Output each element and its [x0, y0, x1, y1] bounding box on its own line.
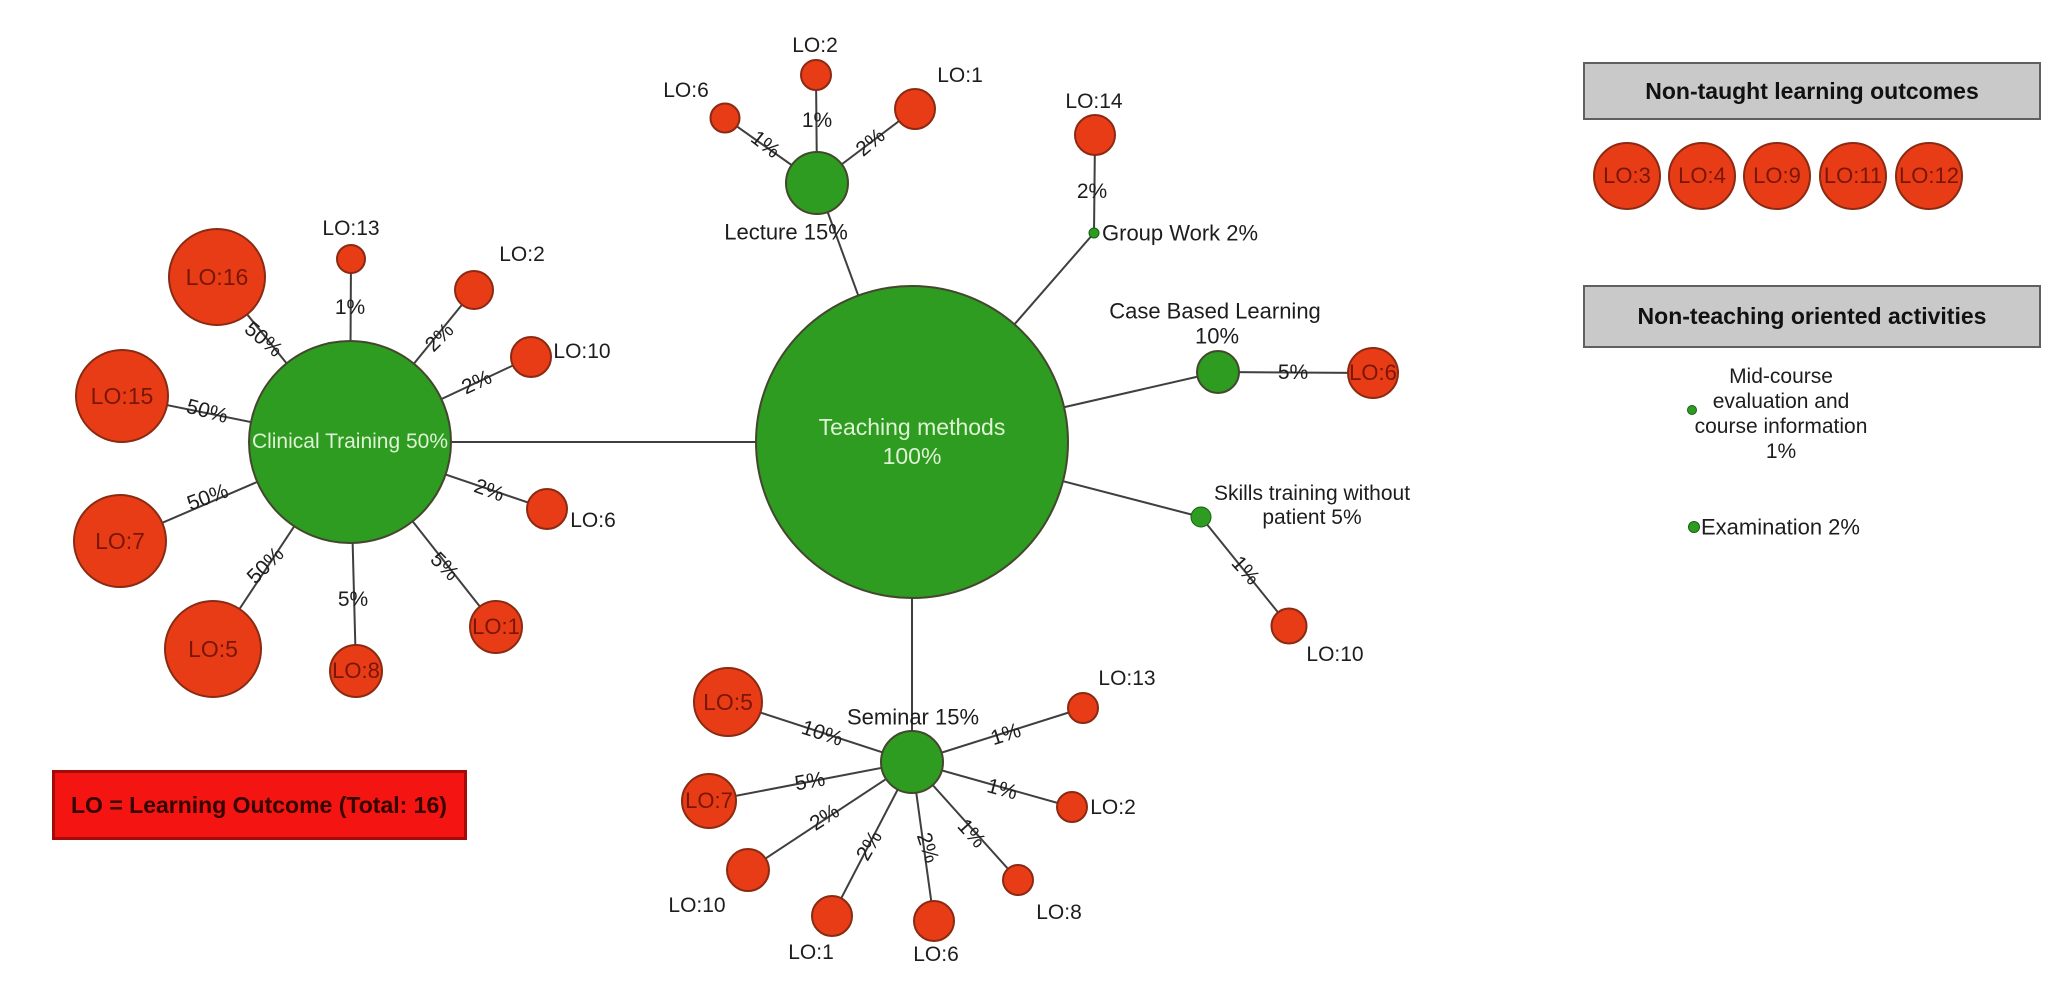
clinical-lo13-pct: 1% [334, 295, 366, 319]
mid-course-line4: 1% [1765, 440, 1797, 463]
skills-training-label: Skills training without patient 5% [1214, 482, 1410, 530]
lecture-lo6-label: LO:6 [663, 78, 709, 102]
clinical-lo13-node [336, 244, 366, 274]
seminar-lo8-node [1002, 864, 1034, 896]
casebased-lo6-pct: 5% [1277, 360, 1309, 384]
legend-lo11-label: LO:11 [1823, 163, 1883, 188]
legend-lo3-node: LO:3 [1593, 142, 1661, 210]
lecture-label: Lecture 15% [724, 219, 848, 245]
legend-lo9-label: LO:9 [1753, 163, 1801, 188]
seminar-node [880, 730, 944, 794]
examination-label: Examination 2% [1701, 514, 1860, 540]
seminar-lo1-label: LO:1 [788, 940, 834, 964]
clinical-lo7-node: LO:7 [73, 494, 167, 588]
legend-lo4-node: LO:4 [1668, 142, 1736, 210]
groupwork-lo14-pct: 2% [1076, 179, 1108, 203]
legend-activities-header: Non-teaching oriented activities [1583, 285, 2041, 348]
seminar-lo6-label: LO:6 [913, 942, 959, 966]
clinical-lo2-label: LO:2 [499, 242, 545, 266]
seminar-lo10-node [726, 848, 770, 892]
clinical-lo6-label: LO:6 [570, 508, 616, 532]
seminar-lo13-node [1067, 692, 1099, 724]
seminar-lo7-label: LO:7 [685, 788, 733, 813]
legend-lo9-node: LO:9 [1743, 142, 1811, 210]
legend-lo12-node: LO:12 [1895, 142, 1963, 210]
clinical-training-label: Clinical Training 50% [251, 430, 449, 453]
seminar-lo1-node [811, 895, 853, 937]
legend-lo3-label: LO:3 [1603, 163, 1651, 188]
clinical-lo16-label: LO:16 [185, 263, 249, 290]
clinical-lo8-label: LO:8 [332, 658, 380, 683]
clinical-lo10-label: LO:10 [553, 339, 611, 363]
legend-lo11-node: LO:11 [1819, 142, 1887, 210]
seminar-label: Seminar 15% [846, 704, 980, 730]
clinical-lo13-label: LO:13 [322, 216, 380, 240]
seminar-lo6-node [913, 900, 955, 942]
lecture-lo6-node [709, 102, 741, 134]
teaching-methods-pct: 100% [882, 443, 942, 469]
lecture-lo2-label: LO:2 [792, 33, 838, 57]
case-based-learning-node [1196, 350, 1240, 394]
clinical-lo8-node: LO:8 [329, 644, 383, 698]
clinical-lo16-node: LO:16 [168, 228, 266, 326]
clinical-lo8-pct: 5% [337, 587, 369, 611]
clinical-lo10-node [510, 336, 552, 378]
note-box: LO = Learning Outcome (Total: 16) [52, 770, 467, 840]
clinical-lo15-node: LO:15 [75, 349, 169, 443]
group-work-node [1088, 227, 1100, 239]
legend-non-taught-header: Non-taught learning outcomes [1583, 62, 2041, 120]
lecture-lo1-node [894, 88, 936, 130]
clinical-lo5-label: LO:5 [188, 635, 238, 662]
case-based-learning-pct: 10% [1194, 323, 1240, 349]
lecture-lo1-label: LO:1 [937, 63, 983, 87]
clinical-training-node: Clinical Training 50% [248, 340, 452, 544]
clinical-lo2-node [454, 270, 494, 310]
skills-training-label-line1: Skills training without [1213, 481, 1411, 505]
teaching-methods-title: Teaching methods [818, 414, 1006, 441]
note-box-text: LO = Learning Outcome (Total: 16) [71, 791, 447, 818]
lecture-node [785, 151, 849, 215]
seminar-lo5-node: LO:5 [693, 667, 763, 737]
mid-course-line1: Mid-course [1729, 365, 1833, 388]
clinical-lo1-node: LO:1 [469, 600, 523, 654]
skills-training-label-line2: patient 5% [1262, 506, 1362, 529]
legend-lo4-label: LO:4 [1678, 163, 1726, 188]
clinical-lo5-node: LO:5 [164, 600, 262, 698]
legend-activities-title: Non-teaching oriented activities [1637, 303, 1987, 329]
seminar-lo8-label: LO:8 [1036, 900, 1082, 924]
clinical-lo6-node [526, 488, 568, 530]
lecture-lo2-node [800, 59, 832, 91]
lecture-lo2-pct: 1% [801, 108, 833, 132]
skills-lo10-label: LO:10 [1306, 642, 1364, 666]
legend-lo12-label: LO:12 [1899, 163, 1959, 188]
seminar-lo5-label: LO:5 [703, 688, 753, 715]
mid-course-line2: evaluation and [1712, 390, 1850, 413]
teaching-methods-node: Teaching methods 100% [755, 285, 1069, 599]
clinical-lo1-label: LO:1 [472, 614, 520, 639]
group-work-label: Group Work 2% [1102, 220, 1259, 246]
groupwork-lo14-label: LO:14 [1065, 89, 1123, 113]
mid-course-label: Mid-course evaluation and course informa… [1695, 364, 1868, 464]
clinical-lo15-label: LO:15 [90, 382, 154, 409]
mid-course-dot [1687, 405, 1697, 415]
seminar-lo2-label: LO:2 [1090, 795, 1136, 819]
teaching-methods-label: Teaching methods 100% [819, 413, 1006, 471]
examination-dot [1688, 521, 1700, 533]
seminar-lo13-label: LO:13 [1098, 666, 1156, 690]
mid-course-line3: course information [1694, 415, 1868, 438]
casebased-lo6-node: LO:6 [1347, 347, 1399, 399]
groupwork-lo14-node [1074, 114, 1116, 156]
legend-non-taught-title: Non-taught learning outcomes [1645, 77, 1979, 104]
skills-lo10-node [1270, 607, 1308, 645]
clinical-lo7-label: LO:7 [95, 527, 145, 554]
casebased-lo6-label: LO:6 [1349, 360, 1397, 385]
skills-training-node [1190, 506, 1212, 528]
seminar-lo10-label: LO:10 [668, 893, 726, 917]
case-based-learning-label: Case Based Learning [1109, 298, 1321, 324]
seminar-lo7-node: LO:7 [681, 773, 737, 829]
seminar-lo2-node [1056, 791, 1088, 823]
